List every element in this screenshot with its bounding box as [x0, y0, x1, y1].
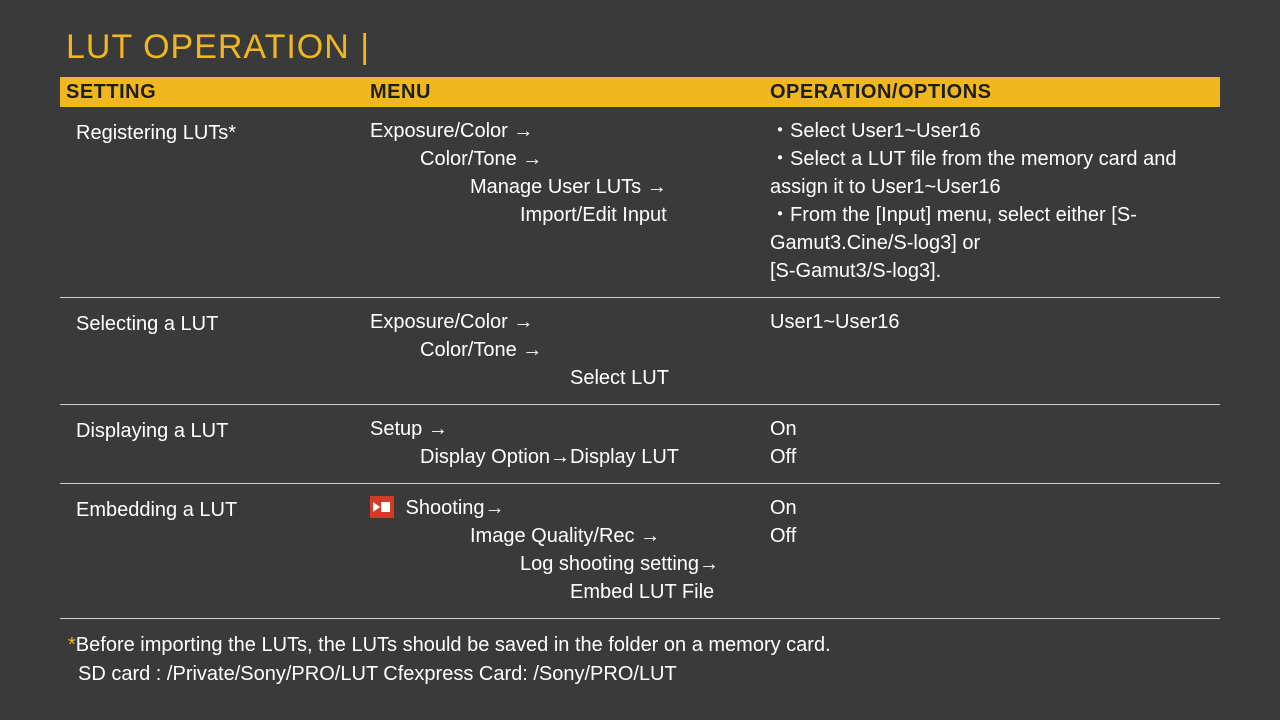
option-line: User1~User16 [770, 308, 1220, 336]
table-row: Embedding a LUT Shooting→Image Quality/R… [60, 484, 1220, 619]
menu-path-step: Color/Tone → [370, 145, 770, 173]
option-line: ・From the [Input] menu, select either [S… [770, 201, 1220, 257]
footnote: *Before importing the LUTs, the LUTs sho… [60, 631, 1230, 689]
menu-cell: Exposure/Color →Color/Tone →Select LUT [370, 308, 770, 392]
options-cell: User1~User16 [770, 308, 1220, 392]
option-line: ・Select a LUT file from the memory card … [770, 145, 1220, 201]
header-setting: SETTING [60, 81, 370, 104]
setting-cell: Selecting a LUT [60, 308, 370, 392]
options-cell: OnOff [770, 494, 1220, 606]
setting-cell: Embedding a LUT [60, 494, 370, 606]
setting-cell: Displaying a LUT [60, 415, 370, 471]
shooting-icon [370, 496, 394, 518]
menu-path-step: Select LUT [370, 364, 770, 392]
menu-path-step: Import/Edit Input [370, 201, 770, 229]
menu-cell: Shooting→Image Quality/Rec →Log shooting… [370, 494, 770, 606]
footnote-asterisk: * [68, 634, 76, 656]
menu-path-step: Shooting→ [370, 494, 770, 522]
menu-path-step: Exposure/Color → [370, 117, 770, 145]
footnote-line1: Before importing the LUTs, the LUTs shou… [76, 634, 831, 656]
menu-cell: Setup →Display Option→Display LUT [370, 415, 770, 471]
page-title: LUT OPERATION | [66, 28, 1230, 67]
menu-path-step: Display Option→Display LUT [370, 443, 770, 471]
header-menu: MENU [370, 81, 770, 104]
footnote-line2: SD card : /Private/Sony/PRO/LUT Cfexpres… [68, 660, 1230, 689]
menu-path-step: Embed LUT File [370, 578, 770, 606]
menu-path-step: Color/Tone → [370, 336, 770, 364]
header-options: OPERATION/OPTIONS [770, 81, 1220, 104]
menu-cell: Exposure/Color →Color/Tone →Manage User … [370, 117, 770, 285]
option-line: On [770, 494, 1220, 522]
table-row: Selecting a LUTExposure/Color →Color/Ton… [60, 298, 1220, 405]
options-cell: OnOff [770, 415, 1220, 471]
menu-path-step: Log shooting setting→ [370, 550, 770, 578]
menu-path-step: Exposure/Color → [370, 308, 770, 336]
menu-path-step: Manage User LUTs → [370, 173, 770, 201]
option-line: Off [770, 443, 1220, 471]
menu-path-step: Setup → [370, 415, 770, 443]
option-line: Off [770, 522, 1220, 550]
table-header: SETTING MENU OPERATION/OPTIONS [60, 77, 1220, 107]
setting-cell: Registering LUTs* [60, 117, 370, 285]
option-line: ・Select User1~User16 [770, 117, 1220, 145]
lut-operation-table: SETTING MENU OPERATION/OPTIONS Registeri… [60, 77, 1220, 619]
options-cell: ・Select User1~User16 ・Select a LUT file … [770, 117, 1220, 285]
table-row: Registering LUTs*Exposure/Color →Color/T… [60, 107, 1220, 298]
option-line: [S-Gamut3/S-log3]. [770, 257, 1220, 285]
menu-path-step: Image Quality/Rec → [370, 522, 770, 550]
table-row: Displaying a LUTSetup →Display Option→Di… [60, 405, 1220, 484]
option-line: On [770, 415, 1220, 443]
